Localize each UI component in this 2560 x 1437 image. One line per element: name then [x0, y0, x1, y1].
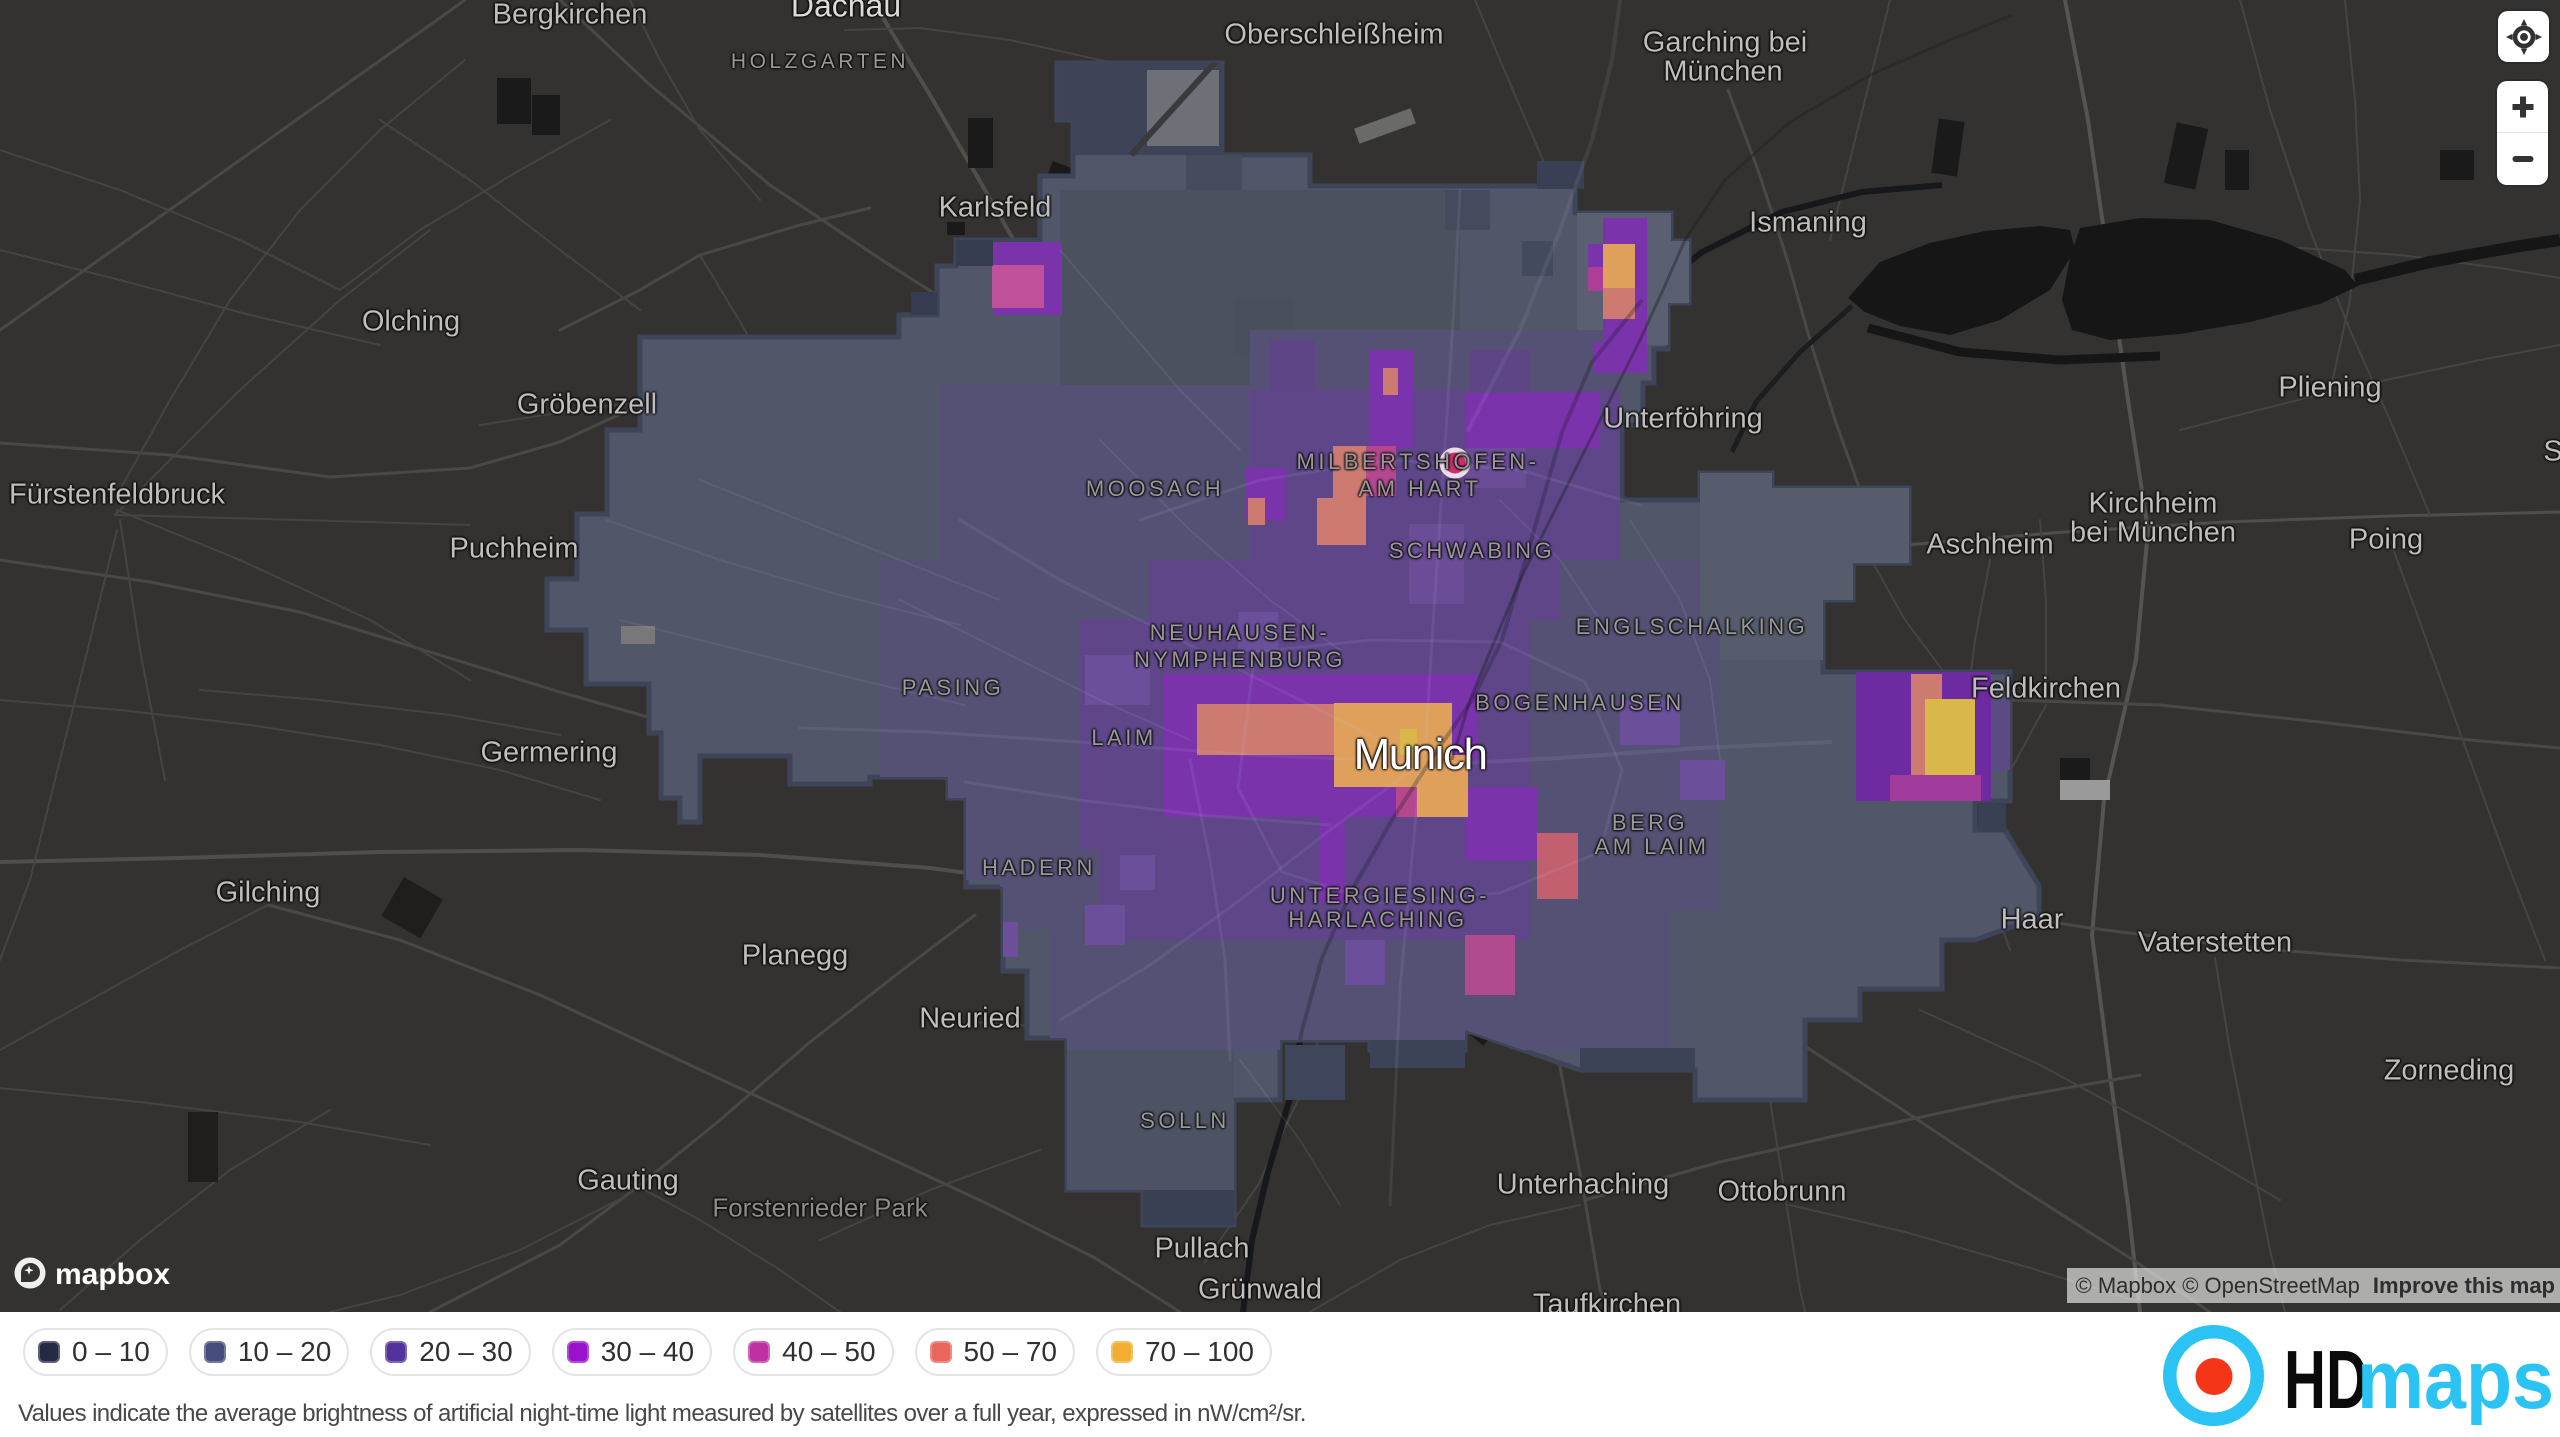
svg-text:maps: maps: [2357, 1333, 2554, 1426]
svg-text:mapbox: mapbox: [55, 1258, 170, 1291]
svg-text:HD: HD: [2284, 1333, 2368, 1426]
